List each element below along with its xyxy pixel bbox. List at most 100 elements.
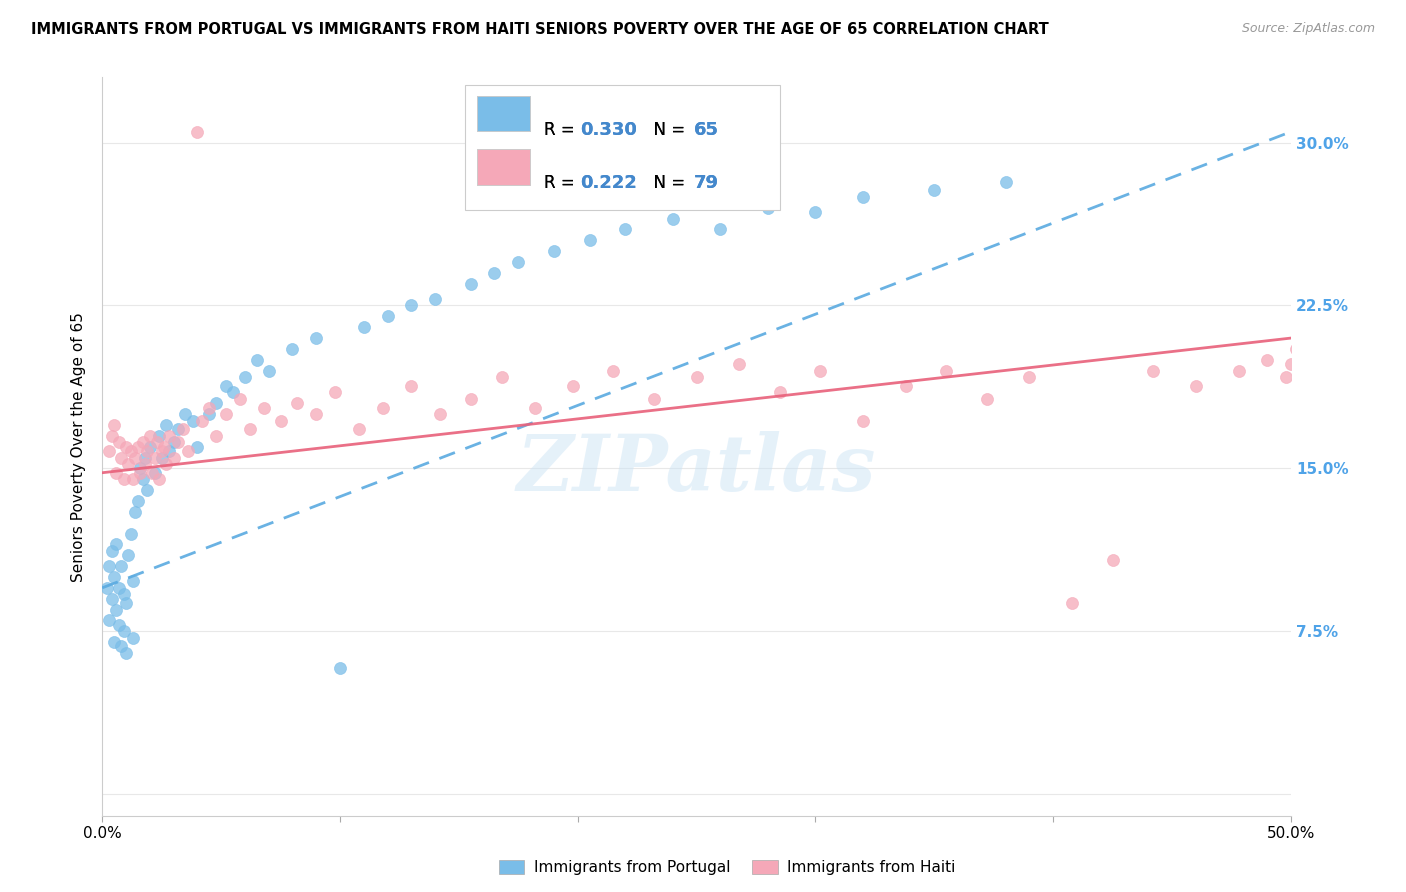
Point <box>205 396 228 410</box>
Point <box>460 277 482 291</box>
Point <box>246 352 269 367</box>
Point <box>423 292 446 306</box>
Point <box>1185 379 1208 393</box>
Point <box>122 631 145 645</box>
Point <box>98 444 121 458</box>
Point <box>120 444 142 458</box>
Point <box>124 450 146 465</box>
Point <box>127 494 149 508</box>
Point <box>134 457 156 471</box>
Point <box>98 614 121 628</box>
Text: 65: 65 <box>695 121 720 139</box>
Point <box>371 401 394 415</box>
Text: 0.330: 0.330 <box>581 121 637 139</box>
Point <box>141 466 163 480</box>
Point <box>323 385 346 400</box>
Point <box>143 450 166 465</box>
Point <box>98 559 121 574</box>
Text: N =: N = <box>643 174 690 192</box>
Point <box>96 581 118 595</box>
Point <box>105 602 128 616</box>
Point <box>148 429 170 443</box>
Point <box>157 444 180 458</box>
Point <box>329 661 352 675</box>
Point <box>347 422 370 436</box>
Point <box>100 591 122 606</box>
Point <box>1331 705 1354 719</box>
Point <box>1285 342 1308 356</box>
Point <box>1101 552 1123 566</box>
Point <box>167 422 190 436</box>
Point <box>562 379 585 393</box>
Point <box>120 526 142 541</box>
Point <box>110 640 132 654</box>
Point <box>602 364 624 378</box>
Point <box>105 537 128 551</box>
Point <box>122 472 145 486</box>
Point <box>222 385 245 400</box>
Point <box>103 570 125 584</box>
Point <box>172 422 194 436</box>
Point <box>305 407 328 421</box>
Point <box>614 222 637 236</box>
Point <box>239 422 262 436</box>
Point <box>136 483 159 497</box>
Point <box>105 466 128 480</box>
Point <box>100 429 122 443</box>
Point <box>1351 661 1374 675</box>
Point <box>127 440 149 454</box>
Point <box>181 414 204 428</box>
Point <box>233 370 256 384</box>
Point <box>155 417 177 432</box>
Point <box>285 396 308 410</box>
Point <box>110 559 132 574</box>
Point <box>139 440 162 454</box>
Point <box>257 364 280 378</box>
Point <box>108 435 131 450</box>
Text: 0.330: 0.330 <box>581 121 637 139</box>
Point <box>1393 422 1406 436</box>
Point <box>1142 364 1164 378</box>
Text: N =: N = <box>643 174 690 192</box>
Point <box>115 596 138 610</box>
Point <box>150 450 173 465</box>
Point <box>728 357 751 371</box>
Point <box>1018 370 1040 384</box>
Point <box>100 544 122 558</box>
Point <box>112 472 135 486</box>
Point <box>994 175 1017 189</box>
Point <box>353 320 375 334</box>
Point <box>808 364 831 378</box>
Point <box>662 211 685 226</box>
Point <box>112 587 135 601</box>
Point <box>122 574 145 589</box>
Point <box>157 429 180 443</box>
Point <box>191 414 214 428</box>
Point <box>491 370 513 384</box>
Point <box>769 385 792 400</box>
Point <box>578 233 600 247</box>
Point <box>108 617 131 632</box>
Point <box>174 407 197 421</box>
Text: R =: R = <box>544 121 581 139</box>
Text: ZIPatlas: ZIPatlas <box>517 431 876 507</box>
Point <box>685 370 707 384</box>
Point <box>229 392 252 406</box>
Point <box>124 505 146 519</box>
Point <box>1062 596 1084 610</box>
Point <box>756 201 779 215</box>
Point <box>153 440 176 454</box>
Point <box>146 435 169 450</box>
Point <box>253 401 276 415</box>
Text: N =: N = <box>643 121 690 139</box>
Point <box>115 646 138 660</box>
Point <box>103 417 125 432</box>
Point <box>198 401 221 415</box>
Point <box>643 392 665 406</box>
Point <box>131 435 153 450</box>
Point <box>270 414 292 428</box>
Point <box>709 222 731 236</box>
Point <box>112 624 135 639</box>
Text: 0.222: 0.222 <box>581 174 637 192</box>
Point <box>115 440 138 454</box>
